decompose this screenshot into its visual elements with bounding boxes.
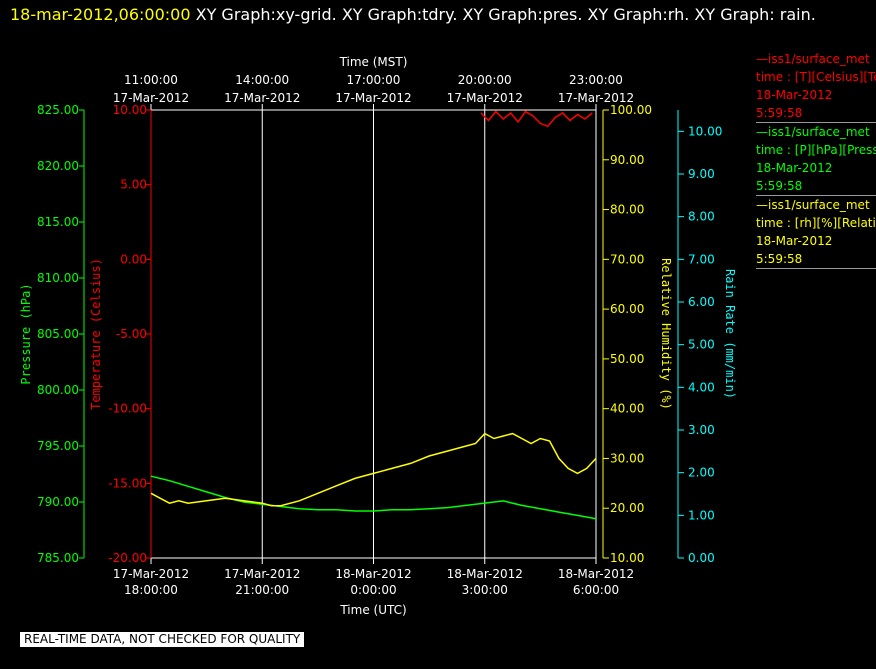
pressure-tick-label: 825.00 <box>37 103 79 117</box>
temperature-tick-label: 5.00 <box>120 178 147 192</box>
humidity-tick-label: 10.00 <box>610 551 644 565</box>
x-top-tick-label: 23:00:00 <box>569 73 623 87</box>
x-tick-label: 18-Mar-2012 <box>558 567 634 581</box>
x-top-axis-title: Time (MST) <box>339 55 408 69</box>
pressure-tick-label: 820.00 <box>37 159 79 173</box>
x-tick-label: 3:00:00 <box>462 583 508 597</box>
humidity-axis-title: Relative Humidity (%) <box>659 258 673 410</box>
page-title: 18-mar-2012,06:00:00 XY Graph:xy-grid. X… <box>10 2 860 28</box>
x-axis-title: Time (UTC) <box>339 603 406 617</box>
temperature-axis-title: Temperature (Celsius) <box>89 258 103 410</box>
temperature-series-line <box>480 110 593 128</box>
x-tick-label: 21:00:00 <box>235 583 289 597</box>
humidity-tick-label: 50.00 <box>610 352 644 366</box>
rain-tick-label: 10.00 <box>688 124 722 138</box>
humidity-tick-label: 100.00 <box>610 103 652 117</box>
legend-item-temperature[interactable]: —iss1/surface_met time : [T][Celsius][Te… <box>756 50 876 123</box>
legend-item-line: time : [rh][%][Relative <box>756 216 876 230</box>
legend-item-line: time : [T][Celsius][Temp <box>756 70 876 84</box>
rain-tick-label: 4.00 <box>688 380 715 394</box>
rain-tick-label: 8.00 <box>688 210 715 224</box>
x-tick-label: 18-Mar-2012 <box>335 567 411 581</box>
rain-tick-label: 7.00 <box>688 252 715 266</box>
temperature-tick-label: -10.00 <box>108 402 147 416</box>
legend-item-line: 5:59:58 <box>756 106 803 120</box>
timestamp: 18-mar-2012,06:00:00 <box>10 5 191 24</box>
temperature-tick-label: 10.00 <box>113 103 147 117</box>
humidity-tick-label: 90.00 <box>610 153 644 167</box>
legend-item-line: 18-Mar-2012 <box>756 161 833 175</box>
x-top-tick-label: 17:00:00 <box>347 73 401 87</box>
temperature-tick-label: -20.00 <box>108 551 147 565</box>
graph-list: XY Graph:xy-grid. XY Graph:tdry. XY Grap… <box>190 5 816 24</box>
legend-item-pressure[interactable]: —iss1/surface_met time : [P][hPa][Pressu… <box>756 123 876 196</box>
rain-axis-title: Rain Rate (mm/min) <box>723 269 737 399</box>
pressure-tick-label: 800.00 <box>37 383 79 397</box>
legend-item-humidity[interactable]: —iss1/surface_met time : [rh][%][Relativ… <box>756 196 876 269</box>
x-tick-label: 6:00:00 <box>573 583 619 597</box>
pressure-series-line <box>150 475 597 520</box>
pressure-tick-label: 815.00 <box>37 215 79 229</box>
legend-item-line: time : [P][hPa][Pressure <box>756 143 876 157</box>
legend-item-line: 5:59:58 <box>756 252 803 266</box>
x-top-tick-label: 17-Mar-2012 <box>558 91 634 105</box>
pressure-tick-label: 795.00 <box>37 439 79 453</box>
x-top-tick-label: 14:00:00 <box>235 73 289 87</box>
legend-item-line: 5:59:58 <box>756 179 803 193</box>
legend-item-line: —iss1/surface_met <box>756 52 870 66</box>
pressure-tick-label: 790.00 <box>37 495 79 509</box>
rain-tick-label: 9.00 <box>688 167 715 181</box>
temperature-tick-label: 0.00 <box>120 252 147 266</box>
temperature-tick-label: -5.00 <box>116 327 147 341</box>
x-tick-label: 17-Mar-2012 <box>113 567 189 581</box>
humidity-tick-label: 30.00 <box>610 451 644 465</box>
rain-tick-label: 3.00 <box>688 423 715 437</box>
x-top-tick-label: 11:00:00 <box>124 73 178 87</box>
rain-tick-label: 0.00 <box>688 551 715 565</box>
x-tick-label: 18-Mar-2012 <box>447 567 523 581</box>
pressure-axis-title: Pressure (hPa) <box>19 283 33 384</box>
x-tick-label: 17-Mar-2012 <box>224 567 300 581</box>
humidity-tick-label: 60.00 <box>610 302 644 316</box>
temperature-tick-label: -15.00 <box>108 476 147 490</box>
pressure-tick-label: 785.00 <box>37 551 79 565</box>
humidity-series-line <box>150 432 597 507</box>
pressure-tick-label: 810.00 <box>37 271 79 285</box>
x-tick-label: 18:00:00 <box>124 583 178 597</box>
quality-notice: REAL-TIME DATA, NOT CHECKED FOR QUALITY <box>20 632 305 647</box>
x-top-tick-label: 17-Mar-2012 <box>224 91 300 105</box>
x-top-tick-label: 20:00:00 <box>458 73 512 87</box>
legend-item-line: —iss1/surface_met <box>756 198 870 212</box>
humidity-tick-label: 70.00 <box>610 252 644 266</box>
rain-tick-label: 6.00 <box>688 295 715 309</box>
rain-tick-label: 5.00 <box>688 338 715 352</box>
pressure-tick-label: 805.00 <box>37 327 79 341</box>
humidity-tick-label: 20.00 <box>610 501 644 515</box>
rain-tick-label: 2.00 <box>688 466 715 480</box>
humidity-tick-label: 80.00 <box>610 203 644 217</box>
rain-tick-label: 1.00 <box>688 508 715 522</box>
legend[interactable]: —iss1/surface_met time : [T][Celsius][Te… <box>756 50 876 269</box>
humidity-tick-label: 40.00 <box>610 402 644 416</box>
legend-item-line: —iss1/surface_met <box>756 125 870 139</box>
x-top-tick-label: 17-Mar-2012 <box>335 91 411 105</box>
legend-item-line: 18-Mar-2012 <box>756 234 833 248</box>
legend-item-line: 18-Mar-2012 <box>756 88 833 102</box>
x-tick-label: 0:00:00 <box>350 583 396 597</box>
x-top-tick-label: 17-Mar-2012 <box>447 91 523 105</box>
x-top-tick-label: 17-Mar-2012 <box>113 91 189 105</box>
